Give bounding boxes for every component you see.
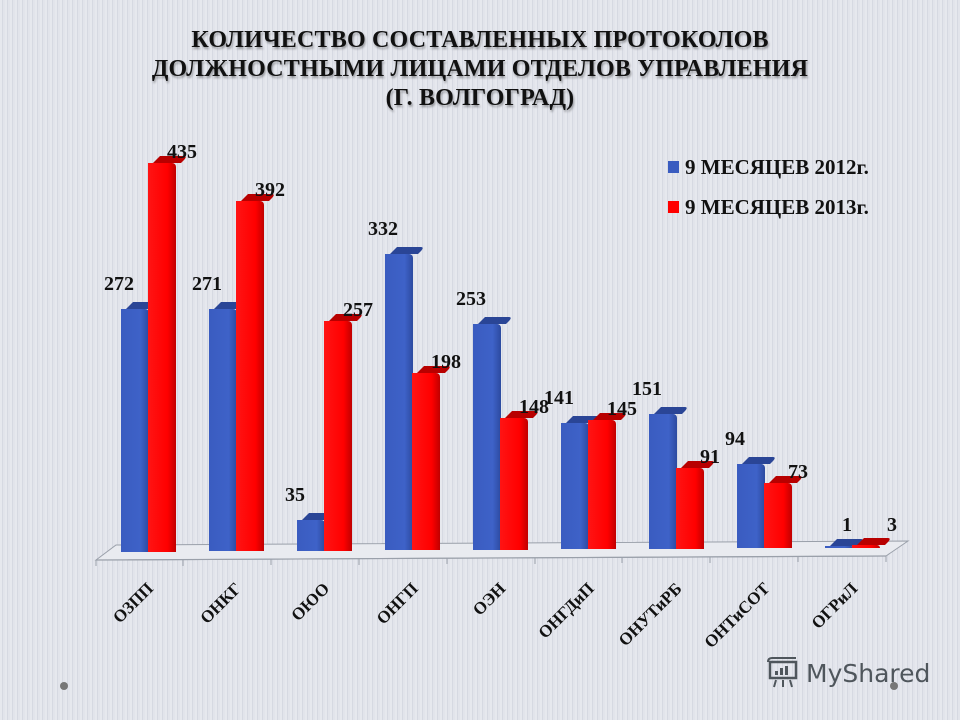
data-label: 73 [788, 461, 808, 484]
category-label: ОЭН [469, 578, 510, 620]
next-slide-dot[interactable] [890, 682, 898, 690]
chart-title: КОЛИЧЕСТВО СОСТАВЛЕННЫХ ПРОТОКОЛОВ ДОЛЖН… [120, 26, 840, 113]
bar-2013-6 [676, 460, 716, 549]
title-line-1: КОЛИЧЕСТВО СОСТАВЛЕННЫХ ПРОТОКОЛОВ [191, 27, 769, 53]
data-label: 253 [456, 287, 486, 310]
bar-2013-7 [764, 476, 804, 549]
category-label: ОГРиЛ [807, 578, 862, 633]
bar-top-face [654, 407, 689, 414]
legend-swatch-red-icon [668, 201, 679, 213]
category-label: ОНТиСОТ [700, 578, 774, 652]
bar-2012-4 [473, 316, 513, 550]
data-label: 145 [607, 397, 637, 420]
data-label: 151 [632, 378, 662, 400]
legend-swatch-blue-icon [668, 161, 679, 173]
title-line-3: (Г. ВОЛГОГРАД) [385, 85, 575, 111]
data-label: 198 [431, 351, 461, 374]
chart-legend: 9 МЕСЯЦЕВ 2012г. 9 МЕСЯЦЕВ 2013г. [668, 147, 869, 227]
data-label: 94 [725, 428, 745, 451]
data-label: 3 [887, 514, 897, 536]
bar-2013-4 [500, 410, 540, 550]
bar-2012-7 [737, 457, 777, 549]
category-label: ОНКГ [196, 578, 246, 628]
category-label: ОНГДиП [534, 578, 598, 643]
data-label: 257 [343, 299, 373, 322]
bar-2012-1 [209, 302, 249, 552]
legend-item-2013: 9 МЕСЯЦЕВ 2013г. [668, 187, 869, 227]
bar-2013-8 [852, 538, 892, 548]
bar-2013-1 [236, 194, 276, 552]
data-label: 392 [255, 179, 285, 202]
bar-2012-5 [561, 416, 601, 550]
data-label: 435 [167, 141, 197, 164]
watermark: MyShared [766, 656, 930, 690]
data-label: 91 [700, 445, 720, 468]
bar-2013-3 [412, 366, 452, 551]
legend-label: 9 МЕСЯЦЕВ 2013г. [685, 194, 869, 219]
bar-2012-2 [297, 512, 337, 551]
bar-2013-2 [324, 314, 364, 551]
data-label: 1 [842, 514, 852, 536]
data-label: 148 [519, 395, 549, 418]
bar-2012-0 [121, 301, 161, 552]
bar-2013-5 [588, 412, 628, 550]
prev-slide-dot[interactable] [60, 682, 68, 690]
presentation-board-icon [767, 657, 798, 688]
watermark-text: MyShared [806, 658, 931, 688]
category-label: ОЗПП [109, 578, 158, 627]
data-label: 141 [544, 387, 574, 410]
data-label: 272 [104, 272, 134, 295]
bar-top-face [390, 246, 425, 254]
bar-top-face [742, 457, 777, 465]
bar-2012-3 [385, 246, 425, 551]
data-label: 271 [192, 273, 222, 296]
title-line-2: ДОЛЖНОСТНЫМИ ЛИЦАМИ ОТДЕЛОВ УПРАВЛЕНИЯ [151, 56, 809, 82]
category-label: ОНГП [372, 578, 422, 629]
category-label: ОНУТиРБ [614, 578, 686, 650]
bar-2012-6 [649, 407, 689, 549]
bar-top-face [478, 316, 513, 324]
data-label: 332 [368, 217, 398, 240]
category-label: ОЮО [287, 578, 334, 625]
legend-label: 9 МЕСЯЦЕВ 2012г. [685, 154, 869, 179]
bar-2012-8 [825, 539, 865, 548]
bar-top-face [857, 538, 892, 546]
bar-2013-0 [148, 156, 188, 552]
data-label: 35 [285, 483, 305, 506]
legend-item-2012: 9 МЕСЯЦЕВ 2012г. [668, 147, 869, 187]
